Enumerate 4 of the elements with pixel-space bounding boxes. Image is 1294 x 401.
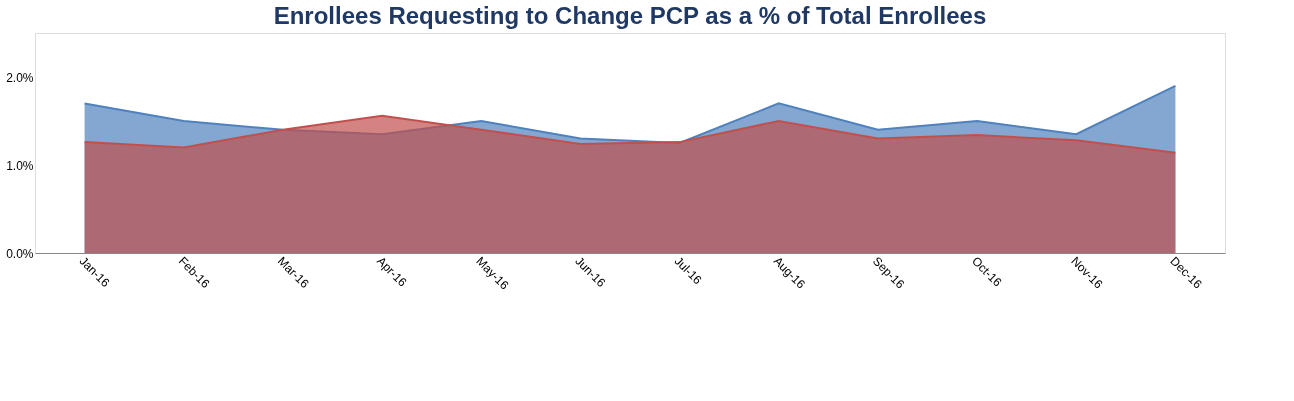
chart-title: Enrollees Requesting to Change PCP as a % of Total Enrollees bbox=[273, 2, 987, 29]
y-tick-label: 1.0% bbox=[6, 158, 34, 173]
y-tick-label: 0.0% bbox=[6, 246, 34, 261]
y-tick-label: 2.0% bbox=[6, 70, 34, 85]
